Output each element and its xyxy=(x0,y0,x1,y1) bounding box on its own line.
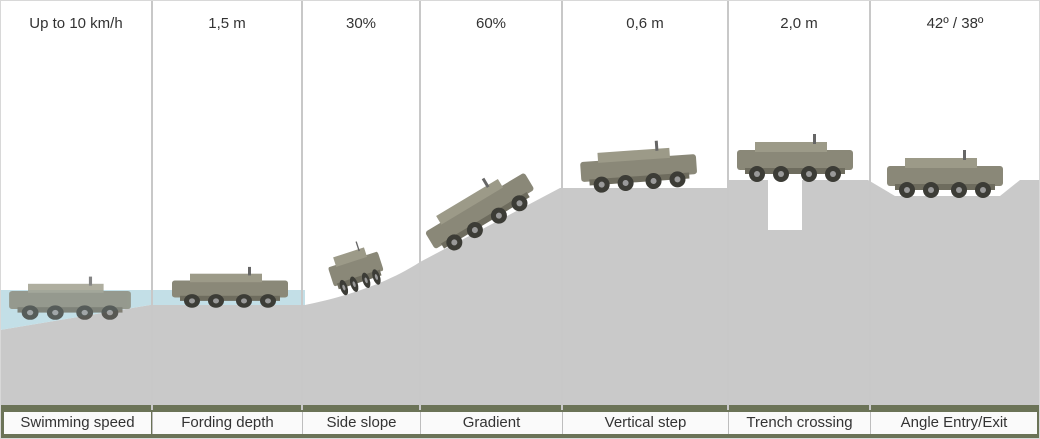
vehicle-angle xyxy=(887,150,1003,198)
value-side-slope: 30% xyxy=(345,15,377,32)
value-fording-depth: 1,5 m xyxy=(208,15,246,32)
vehicle-trench xyxy=(737,134,853,182)
vehicle-vertical-step xyxy=(578,138,698,195)
label-angle-entry-exit: Angle Entry/Exit xyxy=(870,412,1037,434)
label-fording-depth: Fording depth xyxy=(152,412,302,434)
value-gradient: 60% xyxy=(475,15,507,32)
value-vertical-step: 0,6 m xyxy=(626,15,664,32)
label-side-slope: Side slope xyxy=(302,412,420,434)
label-trench-crossing: Trench crossing xyxy=(728,412,870,434)
value-trench-crossing: 2,0 m xyxy=(780,15,818,32)
terrain-profile xyxy=(0,180,1040,405)
label-gradient: Gradient xyxy=(420,412,562,434)
label-vertical-step: Vertical step xyxy=(562,412,728,434)
value-angle-entry-exit: 42º / 38º xyxy=(926,15,984,32)
label-swimming-speed: Swimming speed xyxy=(4,412,151,434)
value-swimming-speed: Up to 10 km/h xyxy=(29,15,123,32)
